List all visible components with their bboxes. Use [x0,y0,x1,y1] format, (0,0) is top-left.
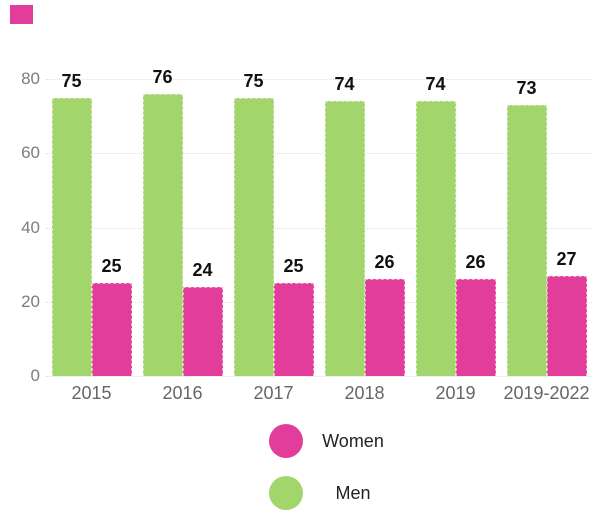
bar-women-2015[interactable]: 25 [91,256,132,376]
bar-value-label: 73 [516,78,537,98]
x-axis-labels: 2015 2016 2017 2018 2019 2019-2022 [46,383,592,404]
gridline-80 [46,79,592,80]
bar-women-2019-2022[interactable]: 27 [546,249,587,376]
gridline-0 [46,376,592,377]
bar-women-2018[interactable]: 26 [364,252,405,376]
bar-group-2017: 75 25 [228,71,319,376]
bar-value-label: 27 [556,248,577,269]
bar-groups: 75 25 76 24 75 25 [46,67,592,376]
legend: Women Men [269,424,398,510]
bar-men-2019[interactable]: 74 [415,74,456,376]
gridline-60 [46,153,592,155]
legend-label-women: Women [322,430,384,451]
bar-group-2019: 74 26 [410,74,501,376]
x-label-2015: 2015 [71,383,112,403]
bar-value-label: 74 [425,74,446,95]
bar-value-label: 76 [152,66,173,87]
bar-men-2019-2022[interactable]: 73 [506,78,547,376]
legend-label-men: Men [335,482,371,503]
bar-men-2017[interactable]: 75 [233,71,274,376]
bar-group-2019-2022: 73 27 [501,78,592,376]
x-label-2016: 2016 [162,383,203,403]
bar-value-label: 75 [243,70,264,91]
corner-pink-swatch [10,5,33,24]
gridline-20 [46,301,592,303]
y-tick-40: 40 [21,218,40,237]
x-label-2018: 2018 [344,383,385,403]
bar-group-2015: 75 25 [46,71,137,376]
bar-group-2018: 74 26 [319,74,410,376]
bar-value-label: 26 [374,252,395,273]
gridline-40 [46,227,592,229]
men-legend-dot-icon [269,476,303,510]
bar-value-label: 74 [334,74,355,95]
plot-area: 75 25 76 24 75 25 [46,67,592,377]
x-label-2019: 2019 [435,383,476,403]
bar-group-2016: 76 24 [137,67,228,376]
bar-value-label: 26 [465,252,486,273]
legend-item-women[interactable]: Women [269,424,398,458]
bar-value-label: 75 [61,70,82,91]
bar-men-2015[interactable]: 75 [51,71,92,376]
bar-men-2016[interactable]: 76 [142,67,183,376]
y-tick-20: 20 [21,292,40,311]
y-tick-0: 0 [30,366,40,385]
y-tick-80: 80 [21,69,40,88]
y-tick-60: 60 [21,143,40,162]
bar-women-2017[interactable]: 25 [273,256,314,376]
bar-value-label: 25 [101,256,122,277]
x-label-2019-2022: 2019-2022 [503,383,590,403]
legend-item-men[interactable]: Men [269,476,398,510]
bar-women-2019[interactable]: 26 [455,252,496,376]
bar-men-2018[interactable]: 74 [324,74,365,376]
bar-value-label: 24 [192,259,213,280]
bar-value-label: 25 [283,256,304,277]
bar-women-2016[interactable]: 24 [182,260,223,376]
women-legend-dot-icon [269,424,303,458]
x-label-2017: 2017 [253,383,294,403]
